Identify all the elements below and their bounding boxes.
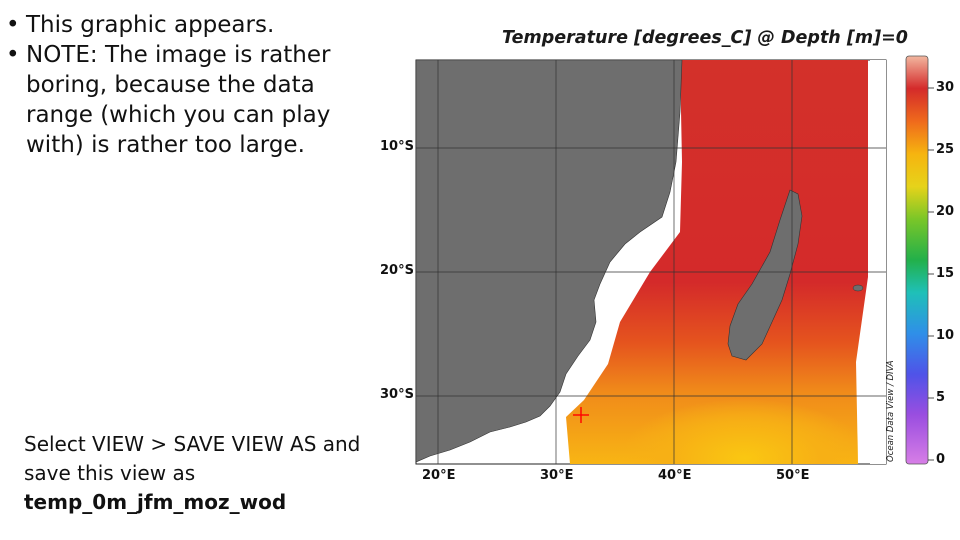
bullet-item: • This graphic appears. <box>6 12 275 38</box>
lon-label: 20°E <box>422 468 456 483</box>
lon-label: 50°E <box>776 468 810 483</box>
colorbar-tick: 30 <box>936 80 955 95</box>
map-credit: Ocean Data View / DIVA <box>886 360 896 462</box>
lon-label: 30°E <box>540 468 574 483</box>
colorbar-tick: 20 <box>936 204 955 219</box>
colorbar-tick: 5 <box>936 390 946 405</box>
instruction-note: Select VIEW > SAVE VIEW AS and save this… <box>24 430 364 517</box>
bullet-item: • NOTE: The image is rather boring, becau… <box>6 42 331 158</box>
island <box>852 284 864 292</box>
colorbar-tick: 25 <box>936 142 955 157</box>
filename-text: temp_0m_jfm_moz_wod <box>24 490 287 514</box>
lat-label: 30°S <box>380 387 414 402</box>
ocean-temperature-field <box>560 322 858 464</box>
colorbar-tick: 15 <box>936 266 955 281</box>
no-data-strip <box>870 60 886 464</box>
bullet-list: • This graphic appears. • NOTE: The image … <box>4 10 364 160</box>
lat-label: 10°S <box>380 139 414 154</box>
map-figure: Temperature [degrees_C] @ Depth [m]=0 <box>370 22 960 522</box>
lat-label: 20°S <box>380 263 414 278</box>
bullet-text: NOTE: The image is rather boring, becaus… <box>26 42 331 158</box>
bullet-text: This graphic appears. <box>26 12 275 38</box>
colorbar <box>905 55 929 465</box>
madagascar-landmass <box>727 189 803 361</box>
colorbar-tick: 0 <box>936 452 946 467</box>
lon-label: 40°E <box>658 468 692 483</box>
station-marker <box>573 407 589 423</box>
africa-landmass <box>416 60 683 463</box>
map-canvas <box>415 55 934 465</box>
instruction-text: Select VIEW > SAVE VIEW AS and save this… <box>24 432 361 485</box>
colorbar-tick: 10 <box>936 328 955 343</box>
map-title: Temperature [degrees_C] @ Depth [m]=0 <box>502 28 908 48</box>
